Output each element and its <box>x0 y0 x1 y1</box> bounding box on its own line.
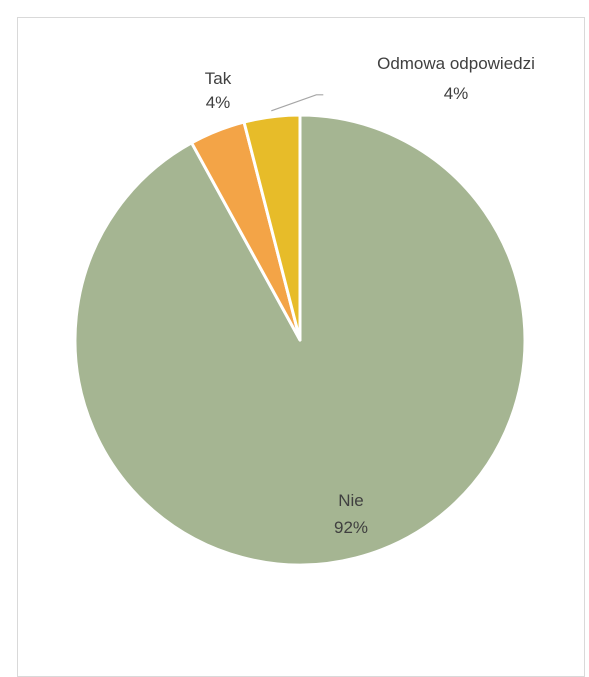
slice-label-odmowa-category: Odmowa odpowiedzi <box>377 54 535 73</box>
slice-label-tak-value: 4% <box>206 93 231 112</box>
slice-label-nie-value: 92% <box>334 518 368 537</box>
slice-label-nie-category: Nie <box>338 491 364 510</box>
pie-chart: Nie 92% Tak 4% Odmowa odpowiedzi 4% <box>73 54 535 567</box>
pie-slice-odmowa <box>242 113 302 342</box>
data-labels: Nie 92% Tak 4% Odmowa odpowiedzi 4% <box>205 54 535 537</box>
slice-label-tak-category: Tak <box>205 69 232 88</box>
pie-slices <box>73 113 527 567</box>
leader-line-odmowa <box>271 94 324 112</box>
slice-label-odmowa-value: 4% <box>444 84 469 103</box>
leader-lines <box>271 94 324 112</box>
